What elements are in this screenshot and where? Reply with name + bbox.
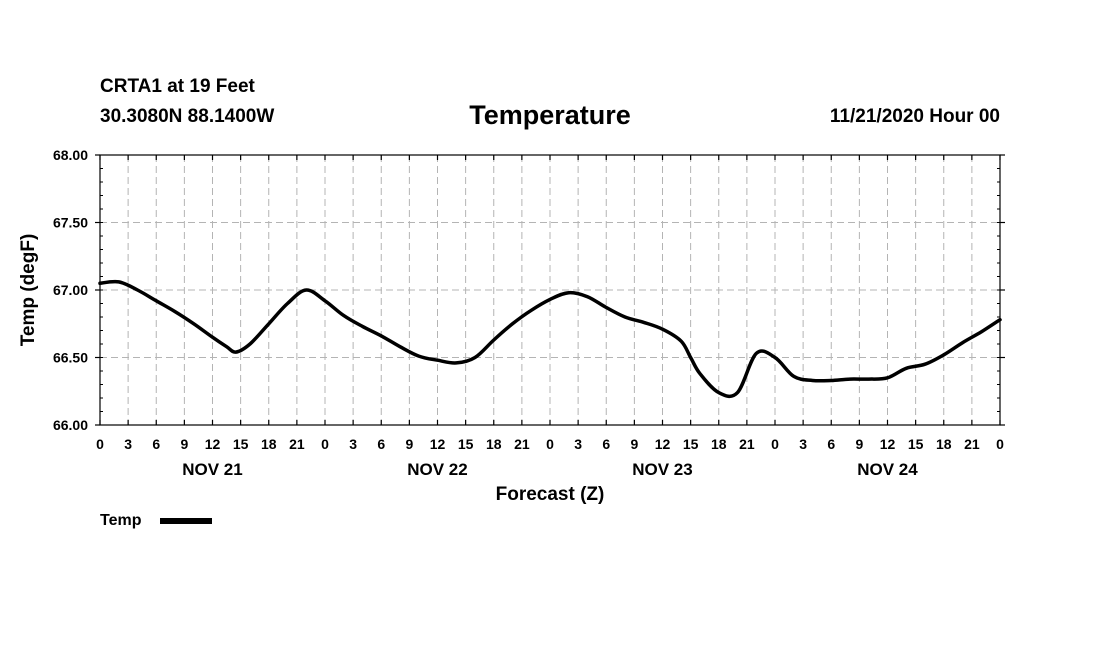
x-tick-label: 6 xyxy=(377,436,385,452)
x-tick-label: 0 xyxy=(996,436,1004,452)
x-tick-label: 0 xyxy=(321,436,329,452)
x-tick-label: 15 xyxy=(233,436,249,452)
x-tick-label: 9 xyxy=(180,436,188,452)
x-tick-label: 21 xyxy=(514,436,530,452)
x-tick-label: 18 xyxy=(711,436,727,452)
temp-series-line xyxy=(98,279,1002,399)
y-tick-label: 68.00 xyxy=(53,147,88,163)
x-tick-label: 12 xyxy=(430,436,446,452)
x-tick-label: 6 xyxy=(152,436,160,452)
x-tick-label: 12 xyxy=(655,436,671,452)
x-axis-title: Forecast (Z) xyxy=(496,484,605,505)
y-tick-label: 66.50 xyxy=(53,350,88,366)
x-tick-label: 0 xyxy=(771,436,779,452)
station-coordinates: 30.3080N 88.1400W xyxy=(100,106,275,127)
x-tick-label: 3 xyxy=(799,436,807,452)
x-tick-label: 6 xyxy=(827,436,835,452)
x-tick-label: 21 xyxy=(289,436,305,452)
x-tick-label: 21 xyxy=(964,436,980,452)
day-label: NOV 22 xyxy=(407,460,467,479)
day-label: NOV 23 xyxy=(632,460,692,479)
x-tick-label: 18 xyxy=(261,436,277,452)
legend-label: Temp xyxy=(100,512,142,529)
x-tick-label: 6 xyxy=(602,436,610,452)
x-tick-label: 15 xyxy=(683,436,699,452)
y-tick-label: 67.50 xyxy=(53,215,88,231)
axis-labels: 66.00 66.50 67.00 67.50 68.00 0 3 6 9 12 15 18 21 0 3 6… xyxy=(53,147,1004,479)
day-label: NOV 21 xyxy=(182,460,242,479)
forecast-run-time: 11/21/2020 Hour 00 xyxy=(829,106,1000,127)
x-tick-label: 18 xyxy=(486,436,502,452)
axis-ticks xyxy=(95,154,1005,426)
x-tick-label: 9 xyxy=(855,436,863,452)
station-label: CRTA1 at 19 Feet xyxy=(100,76,255,97)
y-tick-label: 66.00 xyxy=(53,417,88,433)
x-tick-label: 15 xyxy=(908,436,924,452)
y-axis-title: Temp (degF) xyxy=(18,234,39,347)
x-tick-label: 18 xyxy=(936,436,952,452)
y-tick-label: 67.00 xyxy=(53,282,88,298)
x-tick-label: 0 xyxy=(546,436,554,452)
day-label: NOV 24 xyxy=(857,460,918,479)
x-tick-label: 12 xyxy=(205,436,221,452)
x-tick-label: 0 xyxy=(96,436,104,452)
x-tick-label: 21 xyxy=(739,436,755,452)
grid-lines xyxy=(100,155,1000,425)
x-tick-label: 9 xyxy=(405,436,413,452)
x-tick-label: 3 xyxy=(349,436,357,452)
x-tick-label: 15 xyxy=(458,436,474,452)
chart-title: Temperature xyxy=(469,100,631,130)
x-tick-label: 3 xyxy=(124,436,132,452)
x-tick-label: 9 xyxy=(630,436,638,452)
x-tick-label: 12 xyxy=(880,436,896,452)
legend: Temp xyxy=(100,512,212,529)
x-tick-label: 3 xyxy=(574,436,582,452)
